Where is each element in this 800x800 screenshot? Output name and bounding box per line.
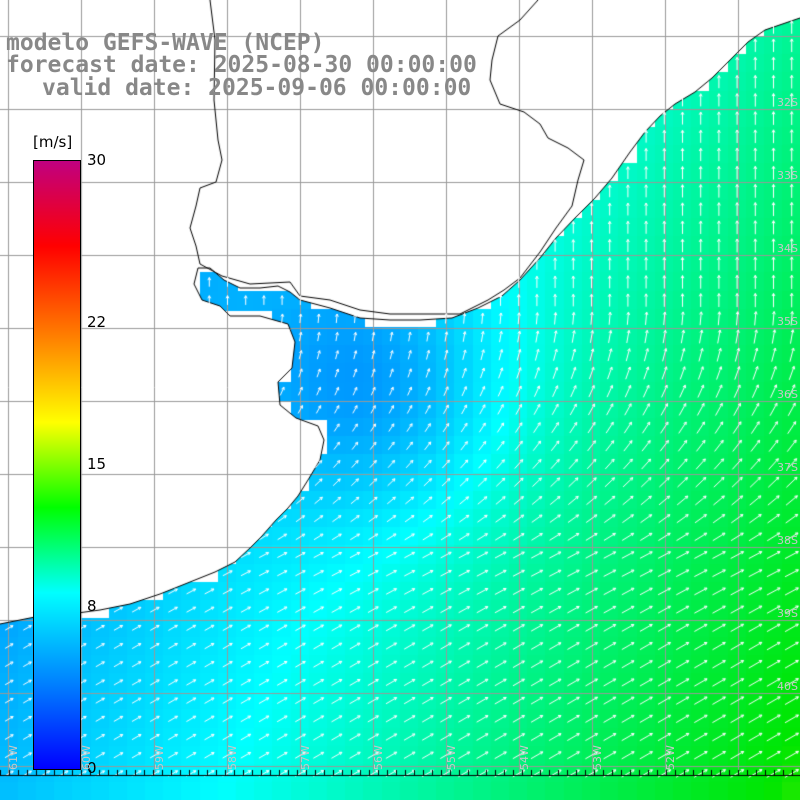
latitude-label: 40S [777, 680, 798, 693]
longitude-label: 52W [664, 745, 677, 770]
colorbar-unit-label: [m/s] [33, 133, 73, 151]
colorbar-tick-label: 15 [87, 455, 107, 473]
colorbar-tick-label: 8 [87, 596, 97, 615]
latitude-label: 32S [777, 96, 798, 109]
longitude-label: 53W [591, 745, 604, 770]
title-model: modelo GEFS-WAVE (NCEP) [6, 30, 325, 56]
latitude-label: 33S [777, 169, 798, 182]
longitude-label: 60W [80, 745, 93, 770]
longitude-label: 61W [7, 745, 20, 770]
longitude-label: 58W [226, 745, 239, 770]
colorbar-tick-label: 30 [87, 151, 107, 169]
latitude-label: 34S [777, 242, 798, 255]
longitude-label: 55W [445, 745, 458, 770]
longitude-label: 54W [518, 745, 531, 770]
longitude-label: 57W [299, 745, 312, 770]
latitude-label: 35S [777, 315, 798, 328]
colorbar-tick-label: 22 [87, 313, 107, 332]
colorbar [33, 160, 81, 770]
title-valid-date: valid date: 2025-09-06 00:00:00 [42, 75, 472, 101]
latitude-label: 39S [777, 607, 798, 620]
colorbar-tick-label: 0 [87, 759, 97, 777]
longitude-label: 59W [153, 745, 166, 770]
latitude-label: 37S [777, 461, 798, 474]
latitude-label: 38S [777, 534, 798, 547]
latitude-label: 36S [777, 388, 798, 401]
title-forecast-date: forecast date: 2025-08-30 00:00:00 [6, 52, 477, 78]
longitude-label: 56W [372, 745, 385, 770]
